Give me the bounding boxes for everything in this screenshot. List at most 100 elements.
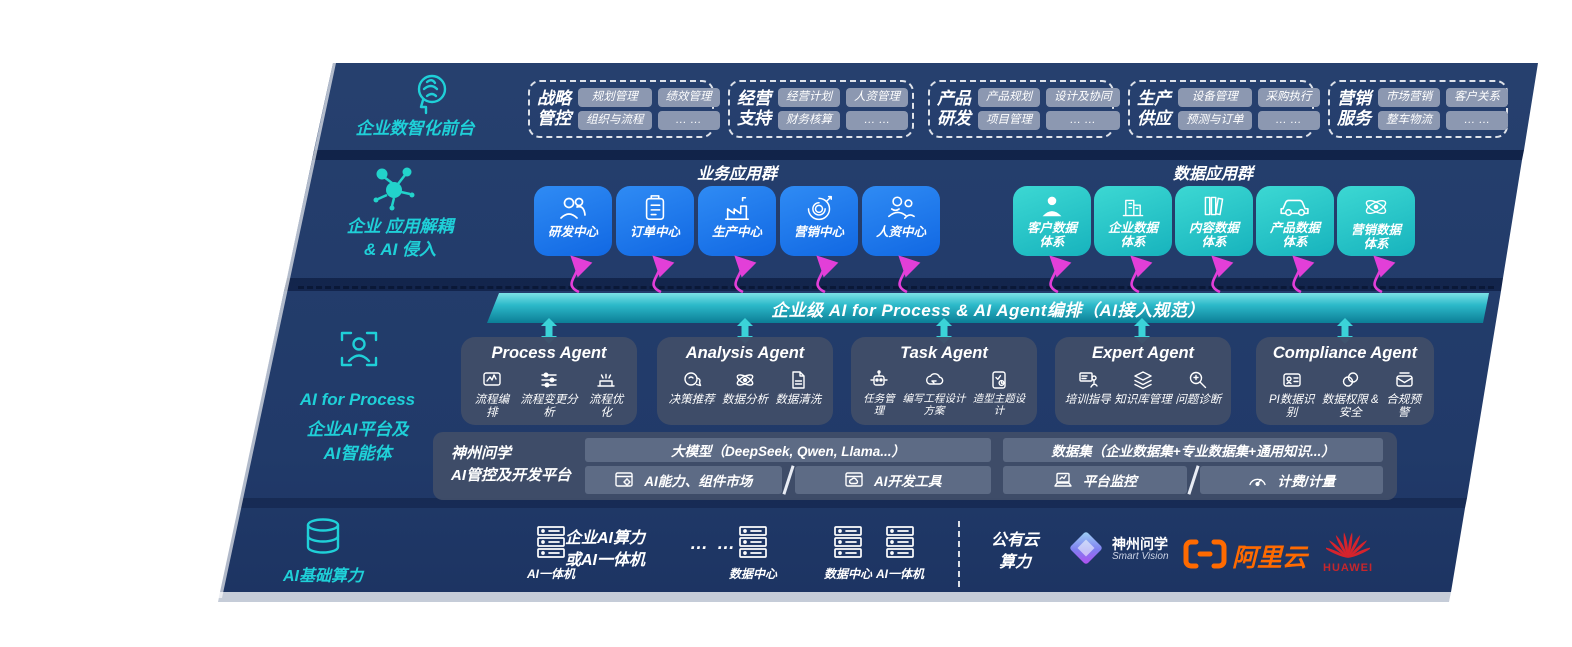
target-icon bbox=[807, 195, 832, 221]
chip: 产品规划 bbox=[978, 88, 1040, 107]
order-clipboard-icon bbox=[645, 195, 665, 220]
flow-orchestration-icon bbox=[483, 372, 501, 386]
model-module: 大模型（DeepSeek, Qwen, Llama...） AI能力、组件市场 … bbox=[585, 438, 991, 495]
llm-bar: 大模型（DeepSeek, Qwen, Llama...） bbox=[585, 438, 991, 462]
chip: 人资管理 bbox=[846, 88, 908, 107]
ai-capability-market-cell: AI能力、组件市场 bbox=[585, 466, 782, 494]
decision-head-icon bbox=[683, 372, 701, 387]
server-label: 数据中心 bbox=[823, 567, 872, 581]
server-label: 数据中心 bbox=[728, 567, 777, 581]
chip: … … bbox=[657, 111, 720, 130]
group-title-line2: 支持 bbox=[737, 109, 771, 128]
atom-small-icon bbox=[736, 374, 754, 386]
enterprise-compute-label: 企业AI算力 或AI一体机 bbox=[564, 530, 645, 570]
chip: 整车物流 bbox=[1378, 111, 1440, 130]
decouple-label-line2: & AI 侵入 bbox=[363, 239, 437, 259]
billing-metering-cell: 计费/计量 bbox=[1199, 466, 1383, 494]
chip: 绩效管理 bbox=[657, 88, 720, 107]
public-cloud-label: 公有云 算力 bbox=[990, 532, 1039, 572]
aliyun-bracket-icon bbox=[1183, 539, 1227, 569]
smart-vision-logo bbox=[1070, 532, 1102, 564]
chip: 组织与流程 bbox=[578, 111, 652, 130]
scan-person-icon bbox=[340, 331, 378, 367]
platform-monitor-cell: 平台监控 bbox=[1003, 466, 1187, 494]
sliders-icon bbox=[541, 372, 557, 388]
chip: 客户关系 bbox=[1446, 88, 1508, 107]
permission-link-icon bbox=[1343, 372, 1359, 387]
window-gear-icon bbox=[615, 472, 633, 487]
brain-icon bbox=[417, 74, 447, 115]
group-title-line2: 服务 bbox=[1337, 109, 1371, 128]
dataset-module: 数据集（企业数据集+专业数据集+通用知识...） 平台监控 计费/计量 bbox=[1003, 438, 1383, 495]
side-label-en: AI for Process bbox=[299, 390, 416, 409]
factory-icon bbox=[725, 196, 749, 220]
data-apps-header: 数据应用群 bbox=[1172, 166, 1253, 183]
dashed-separator bbox=[298, 286, 1494, 289]
hr-people-icon bbox=[888, 196, 915, 220]
diagnosis-icon bbox=[1190, 371, 1207, 389]
smart-vision-name: 神州问学 bbox=[1112, 536, 1168, 552]
infra-divider-dashed bbox=[958, 521, 960, 587]
training-icon bbox=[1079, 372, 1098, 388]
person-icon bbox=[1042, 196, 1062, 217]
front-group-operation: 经营 支持 经营计划 人资管理 财务核算 … … bbox=[728, 80, 914, 138]
chip: 项目管理 bbox=[978, 111, 1040, 130]
app-card-marketing-center: 营销中心 bbox=[780, 186, 858, 256]
front-group-marketing: 营销 服务 市场营销 客户关系 整车物流 … … bbox=[1328, 80, 1508, 138]
group-title-line1: 经营 bbox=[737, 89, 771, 109]
app-card-production-center: 生产中心 bbox=[698, 186, 776, 256]
cell-divider bbox=[781, 465, 795, 495]
chip: … … bbox=[1046, 111, 1120, 130]
data-card-customer: 客户数据 体系 bbox=[1013, 186, 1091, 256]
cloud-design-icon bbox=[926, 373, 944, 385]
window-cloud-icon bbox=[845, 472, 863, 487]
group-title-line1: 营销 bbox=[1337, 89, 1371, 109]
front-group-product: 产品 研发 产品规划 设计及协同 项目管理 … … bbox=[928, 80, 1120, 138]
agent-box-compliance: Compliance Agent PI数据识别 数据权限 & 安全 合规预警 bbox=[1256, 337, 1434, 425]
alert-mail-icon bbox=[1395, 372, 1413, 387]
server-rack-icon bbox=[834, 526, 862, 558]
side-label-l2: 企业AI平台及 bbox=[306, 420, 409, 439]
dev-platform-bar: 神州问学 AI管控及开发平台 大模型（DeepSeek, Qwen, Llama… bbox=[433, 432, 1397, 500]
team-icon bbox=[560, 197, 586, 219]
huawei-logo bbox=[1326, 532, 1370, 558]
ellipsis-dots: … … bbox=[690, 533, 738, 553]
front-office-label: 企业数智化前台 bbox=[355, 119, 475, 138]
chip: 采购执行 bbox=[1257, 88, 1320, 107]
chip: 财务核算 bbox=[778, 111, 840, 130]
laptop-monitor-icon bbox=[1054, 472, 1072, 487]
server-rack-icon bbox=[739, 526, 767, 558]
front-group-supply: 生产 供应 设备管理 采购执行 预测与订单 … … bbox=[1128, 80, 1320, 138]
agent-box-expert: Expert Agent 培训指导 知识库管理 问题诊断 bbox=[1055, 337, 1231, 425]
server-rack-icon bbox=[886, 526, 914, 558]
knowledge-layers-icon bbox=[1134, 371, 1152, 390]
id-card-icon bbox=[1282, 373, 1301, 387]
dataset-bar: 数据集（企业数据集+专业数据集+通用知识...） bbox=[1003, 438, 1383, 462]
server-rack-icon bbox=[537, 526, 565, 558]
chip: … … bbox=[1257, 111, 1320, 130]
agent-box-analysis: Analysis Agent 决策推荐 数据分析 数据清洗 bbox=[657, 337, 833, 425]
data-card-enterprise: 企业数据 体系 bbox=[1094, 186, 1172, 256]
decouple-label-line1: 企业 应用解耦 bbox=[346, 217, 454, 236]
group-title-line2: 管控 bbox=[537, 109, 571, 128]
chip: 预测与订单 bbox=[1178, 111, 1252, 130]
group-title-line2: 研发 bbox=[937, 109, 971, 128]
atom-icon bbox=[1365, 199, 1387, 215]
app-card-hr-center: 人资中心 bbox=[862, 186, 940, 256]
app-card-rd-center: 研发中心 bbox=[534, 186, 612, 256]
data-card-product: 产品数据 体系 bbox=[1256, 186, 1334, 256]
car-icon bbox=[1280, 199, 1309, 217]
decouple-label: 企业 应用解耦 & AI 侵入 bbox=[325, 216, 475, 262]
building-icon bbox=[1122, 199, 1144, 217]
front-group-strategy: 战略 管控 规划管理 绩效管理 组织与流程 … … bbox=[528, 80, 720, 138]
agent-box-process: Process Agent 流程编排 流程变更分析 流程优化 bbox=[461, 337, 637, 425]
chip: 经营计划 bbox=[778, 88, 840, 107]
books-icon bbox=[1204, 196, 1224, 216]
smart-vision-sub: Smart Vision bbox=[1112, 551, 1169, 562]
gauge-icon bbox=[1249, 478, 1267, 487]
business-apps-header: 业务应用群 bbox=[696, 166, 777, 183]
chip: 设备管理 bbox=[1178, 88, 1252, 107]
group-title-line1: 战略 bbox=[537, 89, 571, 109]
